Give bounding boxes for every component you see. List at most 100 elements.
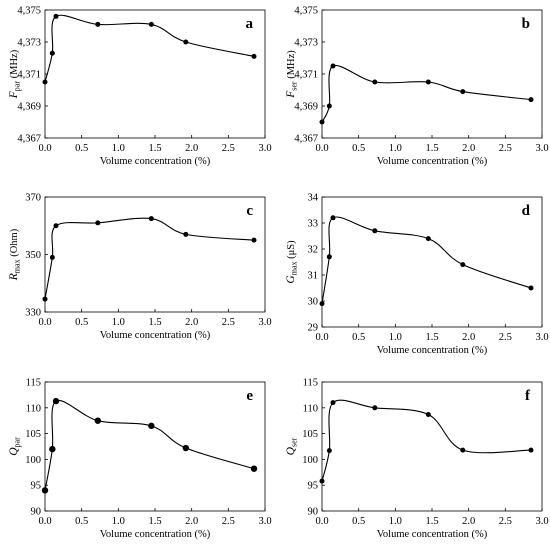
data-point — [148, 21, 154, 27]
panel-letter: a — [246, 16, 254, 32]
x-tick-label: 3.0 — [258, 516, 271, 527]
series-line — [321, 64, 532, 123]
x-tick-label: 0.5 — [352, 332, 365, 343]
y-tick-label: 115 — [26, 378, 41, 389]
x-tick-label: 0.0 — [38, 143, 51, 154]
panel-letter: f — [525, 388, 531, 404]
y-axis-title-unit: (μS) — [286, 240, 297, 262]
y-tick-label: 4,369 — [294, 102, 318, 113]
data-point — [53, 13, 59, 19]
y-tick-label: 29 — [308, 323, 319, 334]
data-point — [330, 63, 336, 69]
y-tick-label: 4,373 — [294, 38, 318, 49]
plot-frame — [321, 196, 543, 328]
x-tick-label: 3.0 — [258, 143, 271, 154]
x-tick-label: 1.5 — [148, 317, 161, 328]
x-axis-title: Volume concentration (%) — [100, 330, 211, 341]
x-axis-title: Volume concentration (%) — [377, 529, 488, 540]
x-tick-label: 1.0 — [389, 516, 402, 527]
y-tick-label: 90 — [31, 507, 42, 518]
x-tick-label: 2.0 — [185, 516, 198, 527]
y-tick-label: 4,373 — [17, 38, 41, 49]
chart-panel-f: 0.0 0.5 1.0 1.5 2.0 2.5 3.0 90 95 100 105 110 115 Vol… — [285, 378, 549, 541]
x-tick-label: 2.5 — [222, 317, 235, 328]
data-point — [148, 216, 154, 222]
data-point — [528, 97, 534, 103]
y-tick-label: 95 — [308, 481, 319, 492]
x-tick-label: 3.0 — [535, 516, 548, 527]
data-point — [42, 79, 48, 85]
x-tick-label: 0.5 — [75, 516, 88, 527]
data-point — [251, 237, 257, 243]
data-point — [460, 262, 466, 268]
data-point — [326, 448, 332, 454]
data-point — [372, 405, 378, 411]
x-tick-label: 0.0 — [315, 143, 328, 154]
plot-frame — [44, 196, 266, 313]
y-axis-title: Qser — [285, 437, 299, 455]
y-tick-label: 115 — [303, 378, 318, 389]
chart-panel-e: 0.0 0.5 1.0 1.5 2.0 2.5 3.0 90 95 100 105 110 115 Vol… — [8, 378, 272, 541]
y-axis-title: Rmax (Ohm) — [8, 228, 22, 281]
x-tick-label: 2.5 — [222, 143, 235, 154]
y-tick-label: 350 — [25, 250, 41, 261]
x-axis-title: Volume concentration (%) — [377, 345, 488, 356]
data-point — [49, 445, 56, 453]
y-tick-label: 4,375 — [17, 6, 41, 17]
data-point — [53, 223, 59, 229]
x-tick-label: 2.0 — [462, 143, 475, 154]
y-tick-label: 100 — [25, 455, 41, 466]
x-tick-label: 1.0 — [112, 143, 125, 154]
y-tick-label: 4,369 — [17, 102, 41, 113]
x-tick-label: 3.0 — [535, 143, 548, 154]
chart-panel-b: 0.0 0.5 1.0 1.5 2.0 2.5 3.0 4,367 4,369 4,371 4,37… — [285, 6, 549, 168]
x-tick-label: 2.0 — [462, 332, 475, 343]
y-tick-label: 105 — [25, 429, 41, 440]
chart-panel-c: 0.0 0.5 1.0 1.5 2.0 2.5 3.0 330 350 370 Volume con… — [8, 193, 272, 342]
y-axis-title: Gmax (μS) — [285, 240, 299, 284]
y-tick-label: 105 — [302, 429, 318, 440]
y-tick-label: 30 — [308, 297, 319, 308]
y-tick-label: 110 — [303, 403, 318, 414]
x-tick-label: 2.0 — [185, 317, 198, 328]
y-axis-title-unit: (MHz) — [286, 50, 297, 82]
data-point — [528, 447, 534, 453]
x-axis-title: Volume concentration (%) — [377, 156, 488, 167]
y-axis-title-sub: max — [13, 259, 22, 273]
data-point — [41, 487, 49, 494]
y-tick-label: 4,367 — [294, 134, 318, 145]
y-tick-label: 95 — [31, 481, 42, 492]
data-point — [183, 231, 189, 237]
y-tick-label: 4,367 — [17, 134, 41, 145]
x-tick-label: 2.0 — [185, 143, 198, 154]
x-tick-label: 0.0 — [315, 516, 328, 527]
y-tick-label: 370 — [25, 193, 41, 204]
y-tick-label: 110 — [26, 403, 41, 414]
y-axis-title-sub: ser — [290, 437, 299, 447]
data-point — [372, 228, 378, 234]
x-tick-label: 2.5 — [499, 516, 512, 527]
y-tick-label: 4,375 — [294, 6, 318, 17]
data-point — [326, 254, 332, 260]
panel-letter: c — [246, 203, 253, 219]
data-point — [251, 53, 257, 59]
x-tick-label: 0.5 — [75, 317, 88, 328]
x-tick-label: 0.0 — [38, 317, 51, 328]
plot-frame — [44, 381, 266, 512]
x-tick-label: 2.5 — [222, 516, 235, 527]
data-point — [460, 89, 466, 95]
x-tick-label: 3.0 — [258, 317, 271, 328]
data-point — [425, 412, 431, 418]
x-tick-label: 1.5 — [425, 143, 438, 154]
y-tick-label: 100 — [302, 455, 318, 466]
data-point — [326, 103, 332, 109]
x-tick-label: 1.5 — [148, 143, 161, 154]
y-tick-label: 32 — [308, 245, 319, 256]
x-tick-label: 1.0 — [112, 317, 125, 328]
data-point — [49, 254, 55, 260]
x-tick-label: 1.5 — [148, 516, 161, 527]
data-point — [42, 296, 48, 302]
data-point — [94, 417, 102, 424]
data-point — [52, 397, 60, 405]
